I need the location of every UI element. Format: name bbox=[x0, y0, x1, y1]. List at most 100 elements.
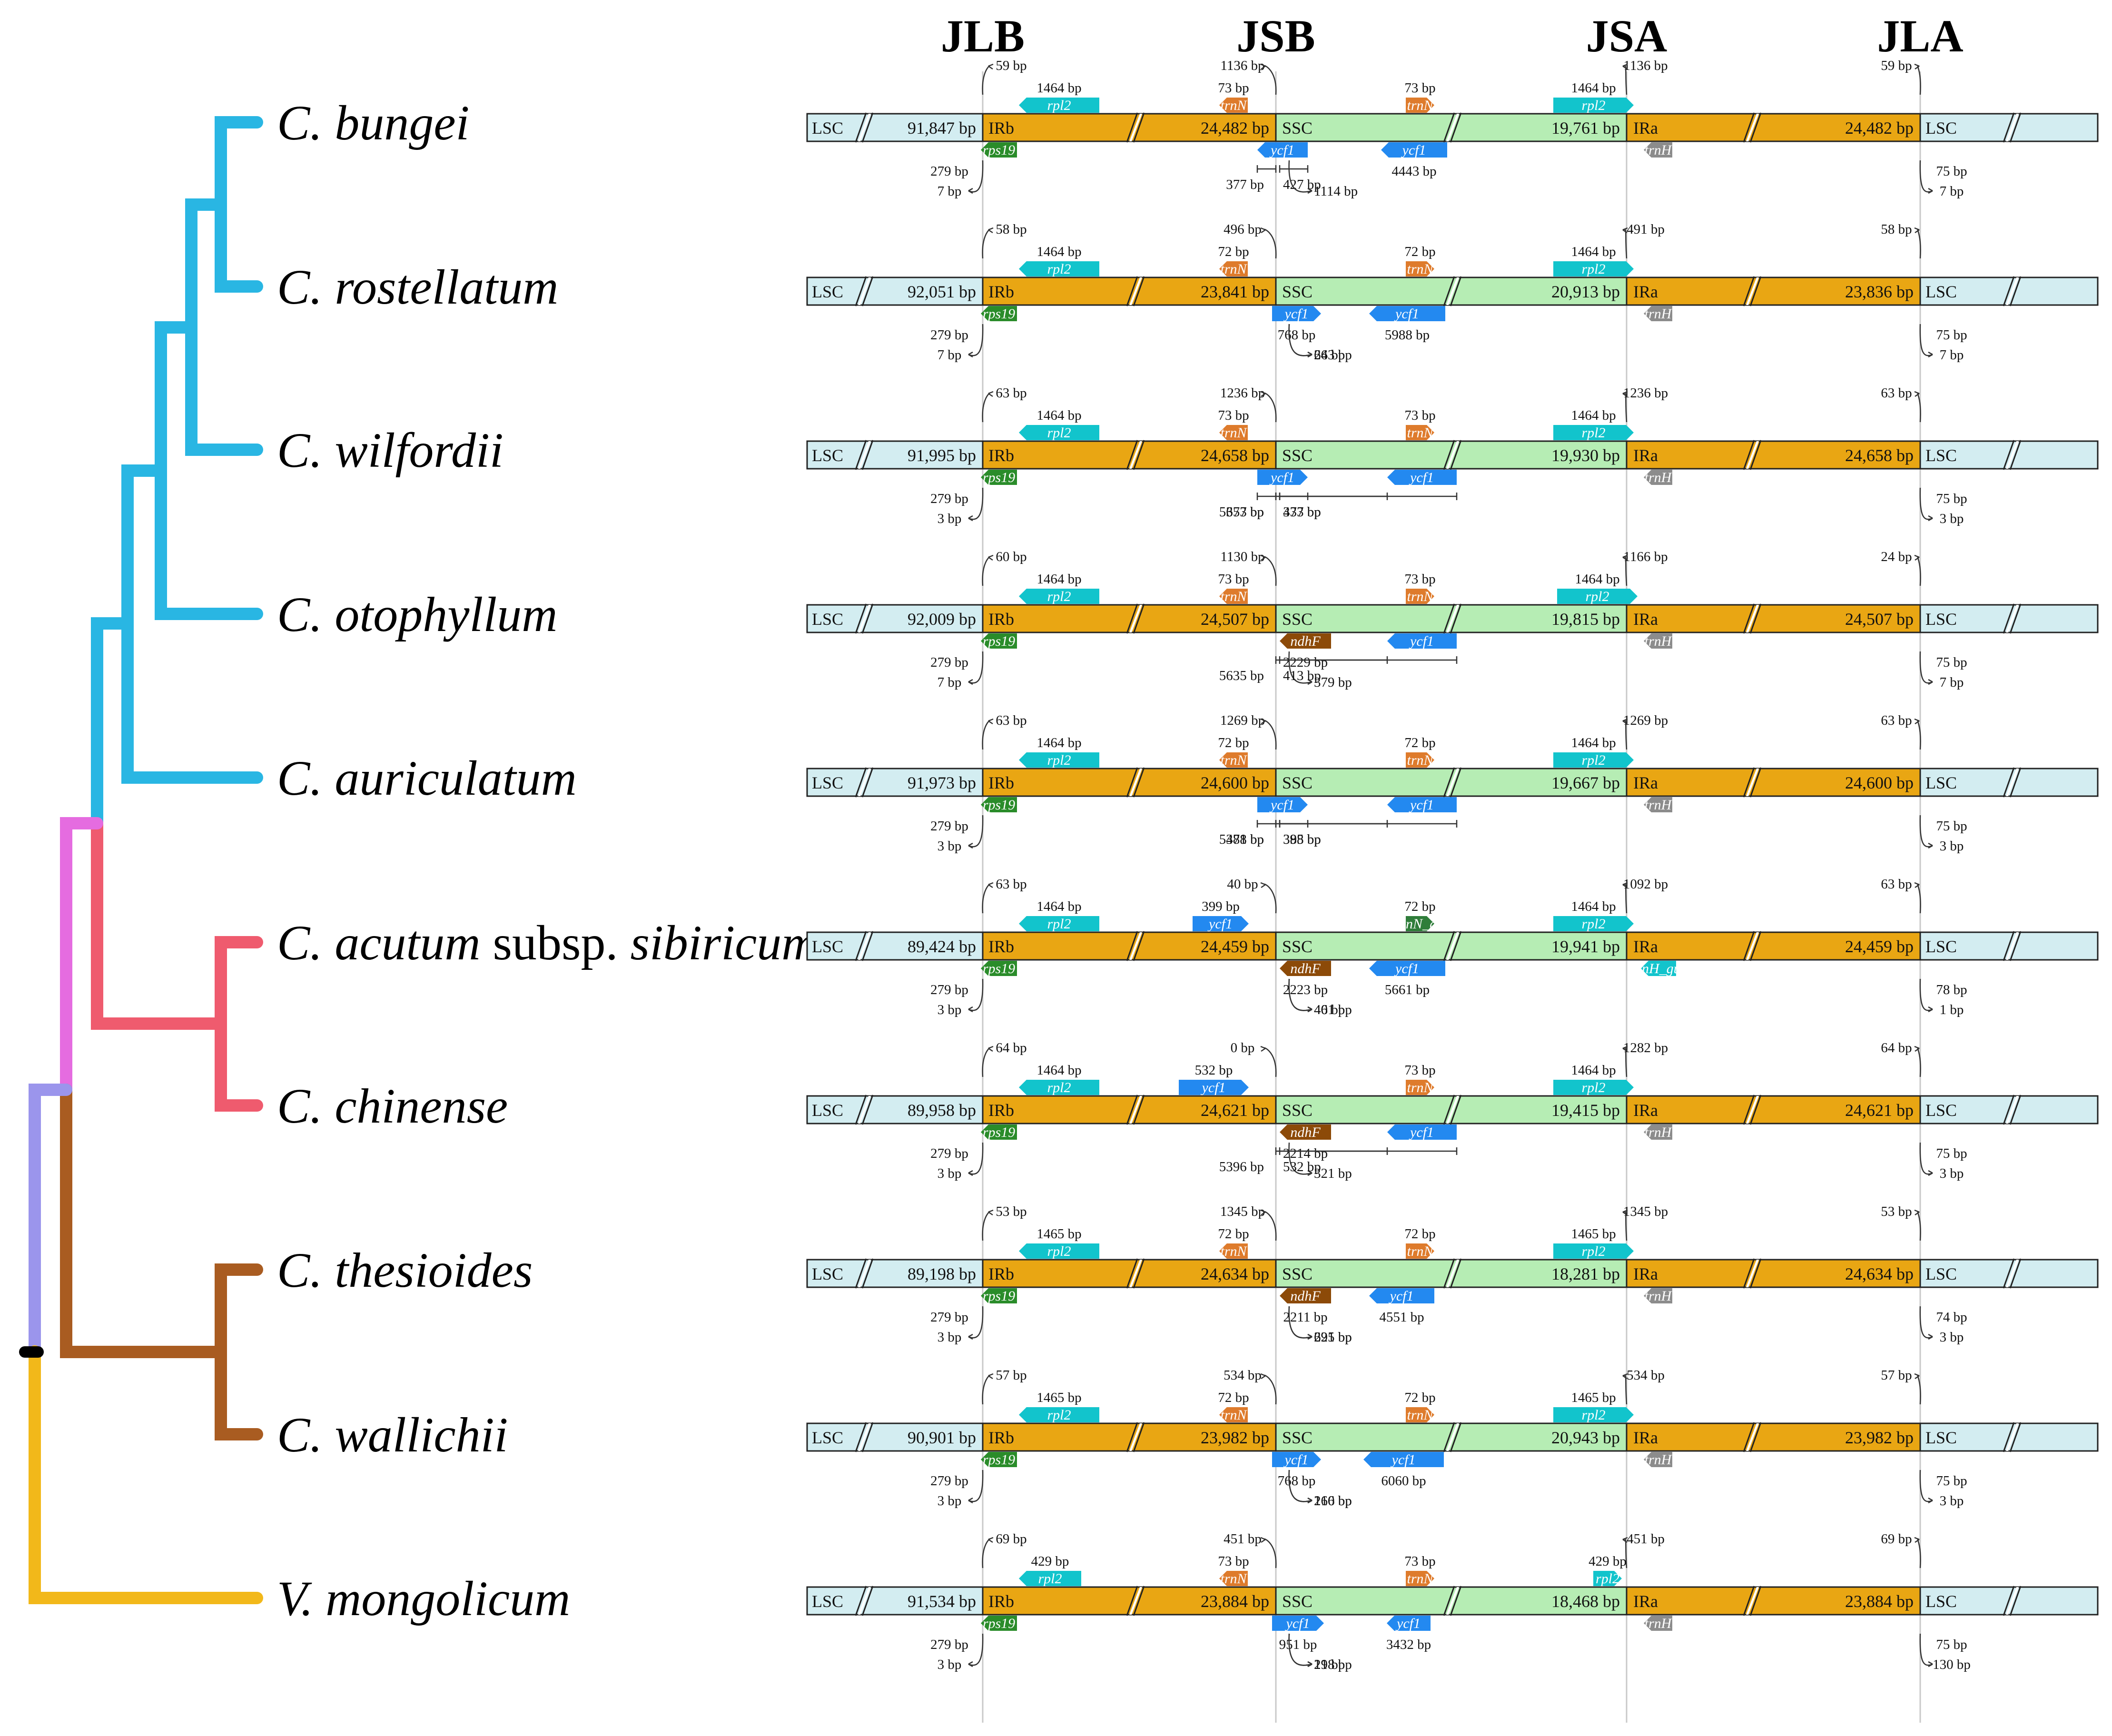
boundary-distance-label: 1236 bp bbox=[1623, 385, 1668, 401]
lsc-length: 91,973 bp bbox=[908, 773, 976, 792]
boundary-distance-label: 1269 bp bbox=[1623, 713, 1668, 728]
ira-length: 24,507 bp bbox=[1845, 610, 1914, 629]
boundary-distance-label: 451 bp bbox=[1627, 1531, 1665, 1547]
ycf1-gene bbox=[1387, 1124, 1457, 1140]
trnh-gene bbox=[1644, 633, 1672, 649]
gene-label: rps19 bbox=[983, 1288, 1015, 1304]
gene-label: trnH bbox=[1645, 142, 1673, 158]
boundary-distance-label: 69 bp bbox=[996, 1531, 1026, 1547]
boundary-connector bbox=[1919, 1306, 1933, 1339]
species-label: C. bungei bbox=[277, 96, 469, 150]
ira-length: 24,600 bp bbox=[1845, 773, 1914, 792]
gene-length-label: 1465 bp bbox=[1571, 1390, 1616, 1405]
rpl2-gene bbox=[1553, 1080, 1634, 1095]
region-label: IRa bbox=[1633, 1592, 1658, 1611]
boundary-connector bbox=[1264, 1047, 1277, 1077]
gene-length-label: 768 bp bbox=[1278, 1473, 1316, 1489]
region-label: SSC bbox=[1282, 937, 1313, 956]
gene-length-label: 399 bp bbox=[1202, 899, 1240, 914]
gene-length-label: 951 bp bbox=[1279, 1637, 1317, 1652]
boundary-distance-label: 1345 bp bbox=[1623, 1204, 1668, 1219]
irb-length: 24,507 bp bbox=[1201, 610, 1269, 629]
gene-length-label: 73 bp bbox=[1404, 572, 1435, 587]
boundary-distance-label: 1282 bp bbox=[1623, 1040, 1668, 1055]
ira-length: 24,482 bp bbox=[1845, 118, 1914, 138]
irb-length: 24,600 bp bbox=[1201, 773, 1269, 792]
interval-label: 532 bp bbox=[1283, 1159, 1321, 1174]
gene-length-label: 72 bp bbox=[1218, 244, 1249, 259]
gene-label: trnH bbox=[1645, 1452, 1673, 1468]
boundary-distance-label: 1166 bp bbox=[1623, 549, 1668, 564]
lsc-length: 92,051 bp bbox=[908, 282, 976, 301]
irb-length: 23,982 bp bbox=[1201, 1428, 1269, 1447]
region-label: IRa bbox=[1633, 1264, 1658, 1283]
tree-branch-red-stem bbox=[91, 817, 227, 1030]
trnh-gene bbox=[1644, 1124, 1672, 1140]
trnh-gene bbox=[1644, 470, 1672, 485]
gene-label: ycf1 bbox=[1269, 470, 1294, 485]
boundary-connector bbox=[1288, 978, 1313, 1011]
region-label: LSC bbox=[1925, 1428, 1957, 1447]
gene-length-label: 5661 bp bbox=[1385, 982, 1430, 997]
gene-label: rnH_gu bbox=[1636, 961, 1680, 976]
region-label: IRb bbox=[988, 610, 1014, 629]
genome-row: LSC IRb SSC IRa LSC 92,009 bp 24,507 bp 19,815 … bbox=[806, 549, 2099, 690]
gene-label: ndhF bbox=[1290, 1124, 1321, 1140]
boundary-distance-label: 0 bp bbox=[1231, 1040, 1255, 1055]
ssc-length: 20,913 bp bbox=[1551, 282, 1620, 301]
tree-branch-lavender bbox=[29, 1084, 72, 1358]
gene-length-label: 73 bp bbox=[1218, 572, 1249, 587]
ssc-segment bbox=[1275, 1095, 1628, 1124]
gene-length-label: 279 bp bbox=[930, 1637, 968, 1652]
gene-length-label: 279 bp bbox=[930, 655, 968, 670]
boundary-distance-label: 379 bp bbox=[1314, 675, 1352, 690]
trnh-gene bbox=[1644, 797, 1672, 812]
gene-label: rpl2 bbox=[1047, 261, 1071, 277]
genome-row: LSC IRb SSC IRa LSC 89,424 bp 24,459 bp 19,941 … bbox=[806, 877, 2099, 1017]
gene-label: trnN bbox=[1220, 98, 1247, 113]
rps19-gene bbox=[981, 633, 1017, 649]
rps19-gene bbox=[981, 961, 1017, 976]
gene-length-label: 72 bp bbox=[1404, 899, 1435, 914]
rps19-gene bbox=[981, 470, 1017, 485]
rpl2-gene bbox=[1019, 425, 1099, 440]
gene-label: trnH bbox=[1645, 797, 1673, 813]
gene-label: rpl2 bbox=[1038, 1571, 1062, 1587]
trnn-gene bbox=[1406, 1080, 1434, 1095]
junction-header: JLB bbox=[941, 10, 1025, 61]
gene-length-label: 1464 bp bbox=[1571, 80, 1616, 96]
boundary-distance-label: 221 bp bbox=[1314, 1330, 1352, 1345]
ssc-length: 20,943 bp bbox=[1551, 1428, 1620, 1447]
rps19-gene bbox=[981, 1288, 1017, 1303]
boundary-distance-label: 198 bp bbox=[1314, 1657, 1352, 1672]
gene-label: ndhF bbox=[1290, 961, 1321, 976]
gene-label: ndhF bbox=[1290, 633, 1321, 649]
gene-length-label: 279 bp bbox=[930, 1473, 968, 1489]
genome-row: LSC IRb SSC IRa LSC 91,973 bp 24,600 bp 19,667 … bbox=[806, 713, 2099, 854]
gene-length-label: 1464 bp bbox=[1571, 899, 1616, 914]
gene-label: rps19 bbox=[983, 142, 1015, 158]
gene-length-label: 2223 bp bbox=[1283, 982, 1328, 997]
ycf1-gene bbox=[1257, 142, 1308, 158]
genome-row: LSC IRb SSC IRa LSC 91,847 bp 24,482 bp 19,761 … bbox=[806, 58, 2099, 199]
boundary-distance-label: 24 bp bbox=[1881, 549, 1912, 564]
gene-length-label: 429 bp bbox=[1031, 1554, 1069, 1569]
trnn-gene bbox=[1406, 752, 1434, 768]
boundary-distance-label: 1269 bp bbox=[1220, 713, 1265, 728]
region-label: LSC bbox=[812, 1592, 843, 1611]
boundary-distance-label: 3 bp bbox=[938, 511, 962, 526]
rpl2-gene bbox=[1553, 1243, 1634, 1259]
gene-label: trnN bbox=[1407, 1571, 1434, 1587]
boundary-distance-label: 58 bp bbox=[1881, 222, 1912, 237]
ndhf-gene bbox=[1280, 1288, 1331, 1303]
boundary-distance-label: 130 bp bbox=[1933, 1657, 1971, 1672]
trnn-gene bbox=[1219, 425, 1248, 440]
interval-label: 377 bp bbox=[1226, 177, 1264, 192]
gene-length-label: 1464 bp bbox=[1036, 735, 1081, 750]
trnn-gene bbox=[1219, 589, 1248, 604]
species-label: V. mongolicum bbox=[277, 1571, 570, 1626]
rpl2-gene bbox=[1553, 425, 1634, 440]
boundary-connector bbox=[1264, 228, 1277, 259]
boundary-distance-label: 63 bp bbox=[996, 713, 1026, 728]
gene-length-label: 279 bp bbox=[930, 327, 968, 343]
